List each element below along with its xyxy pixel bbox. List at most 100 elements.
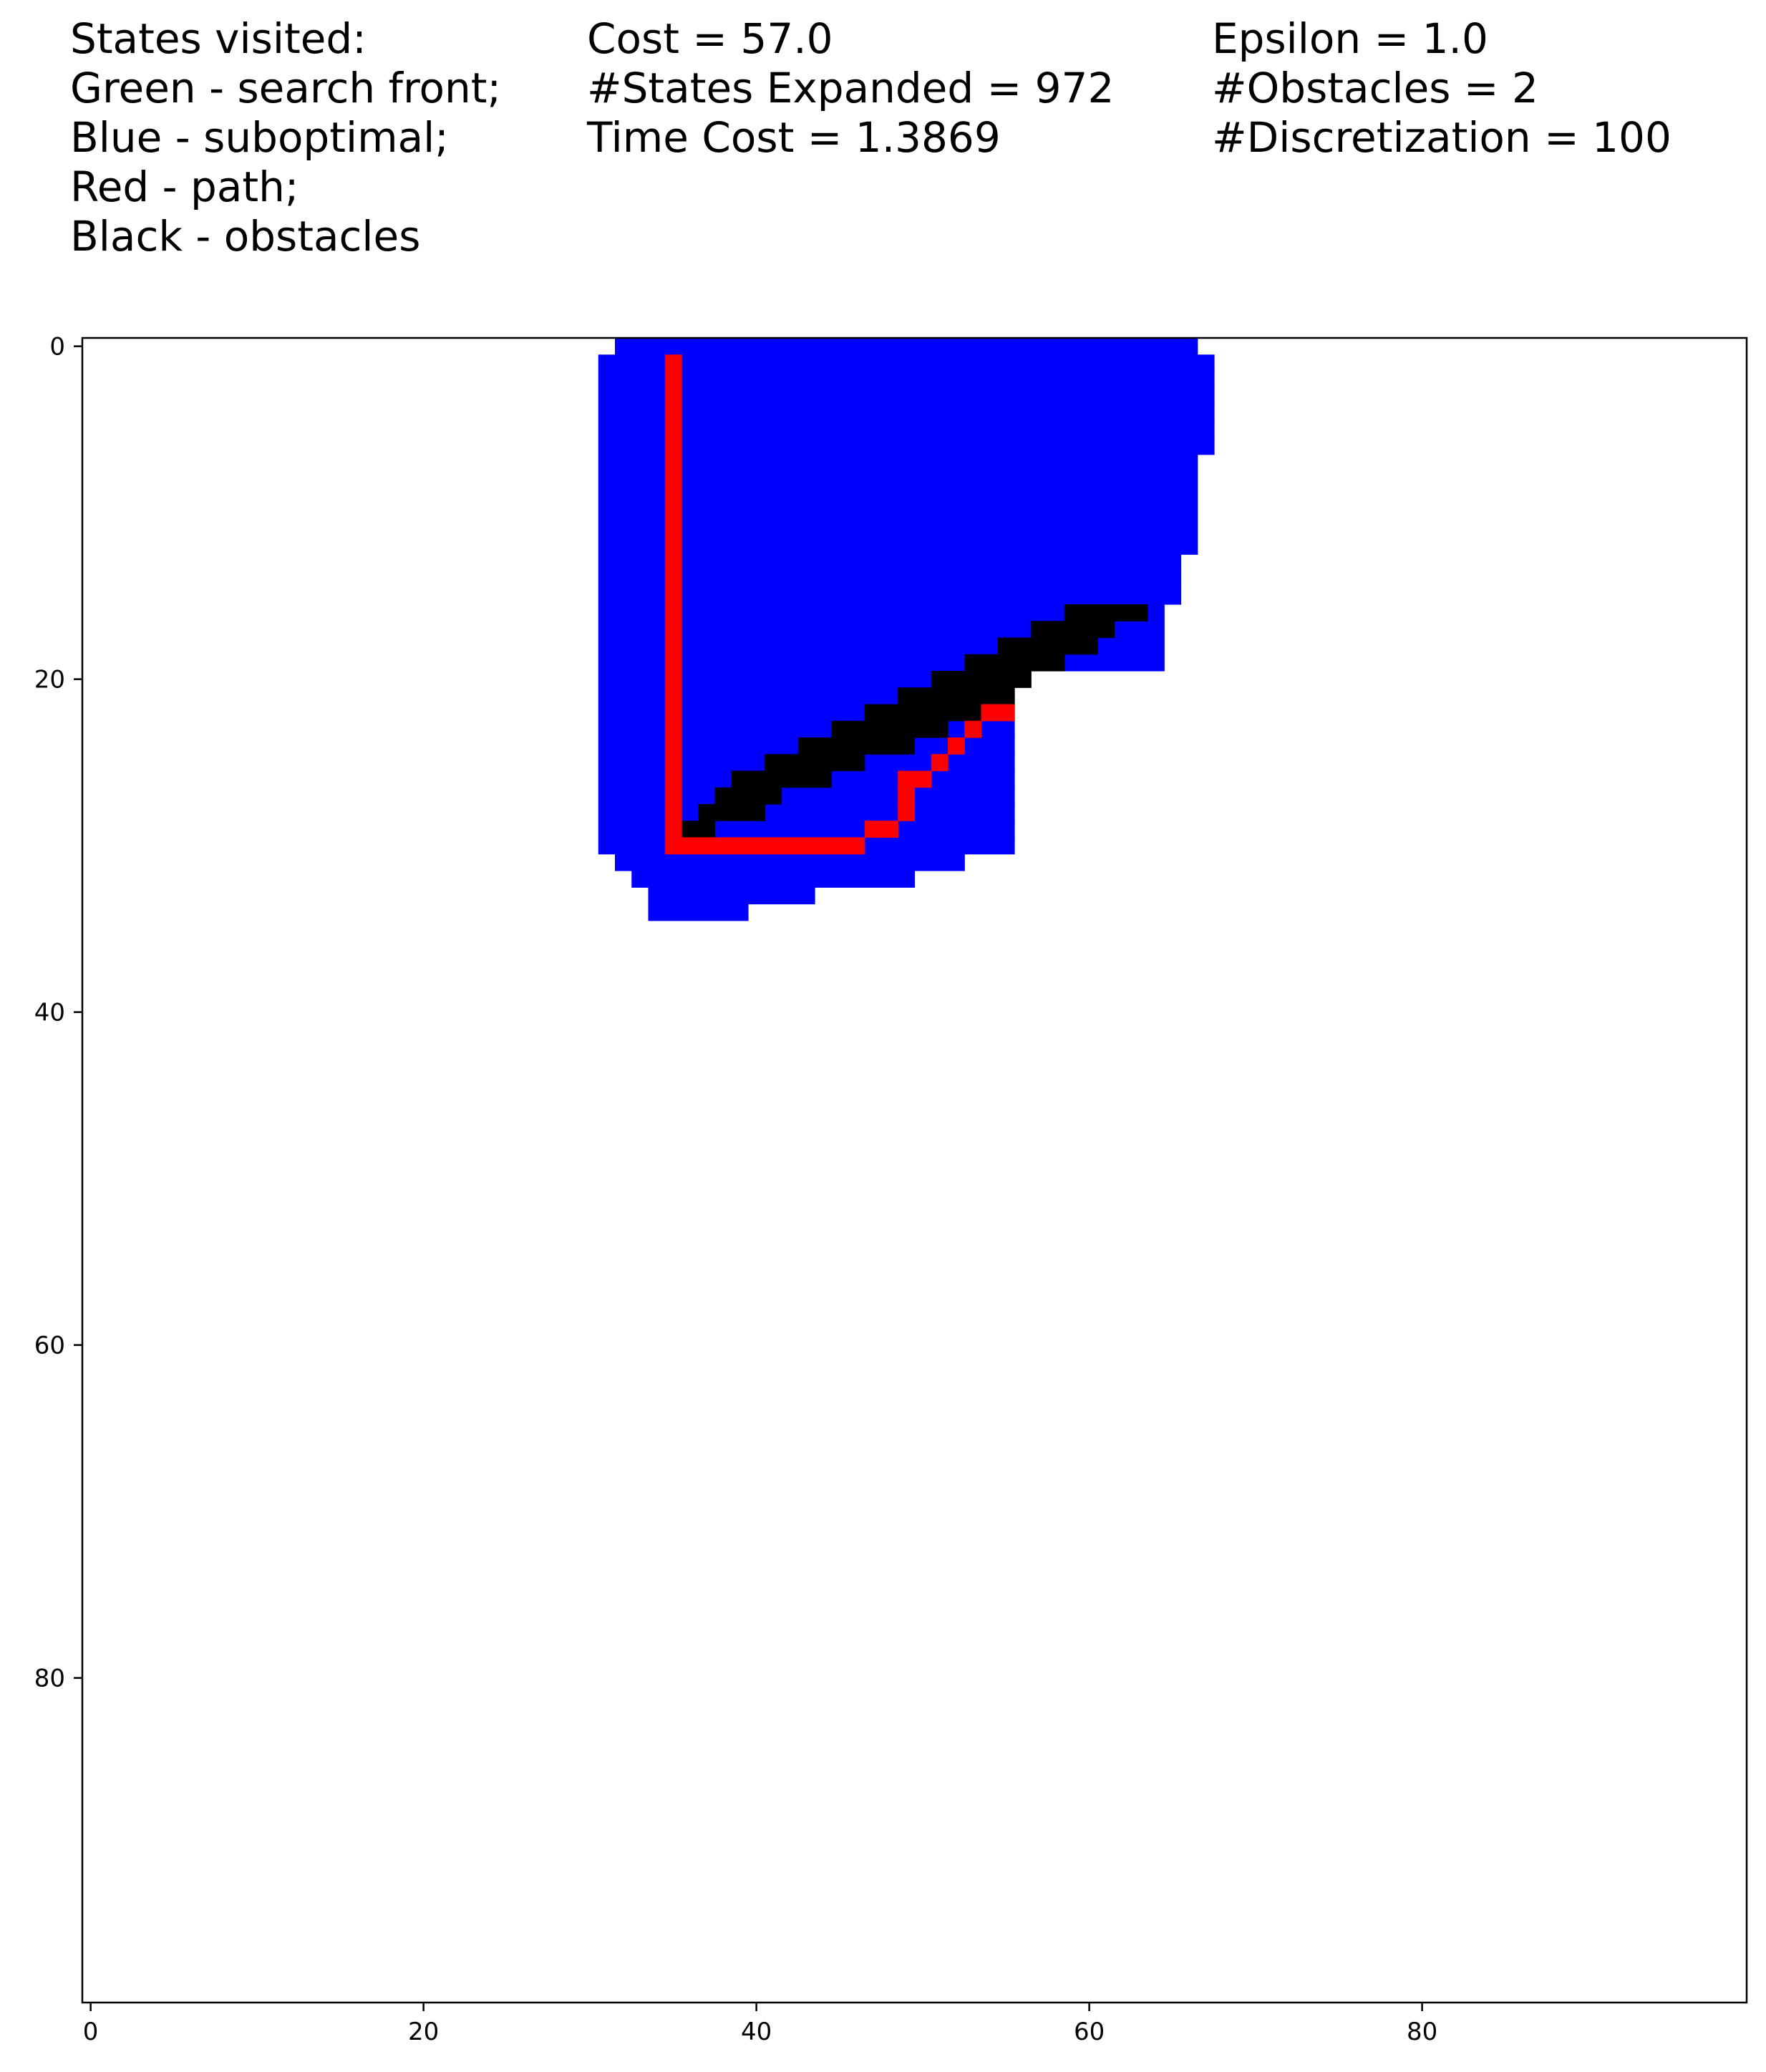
- path-cell-47: [931, 754, 949, 772]
- path-cell-2: [664, 387, 682, 405]
- suboptimal-row-19: [598, 654, 1165, 672]
- path-cell-18: [664, 654, 682, 672]
- path-cell-43: [898, 804, 916, 821]
- suboptimal-row-12: [598, 538, 1198, 555]
- y-tick-label-0: 0: [49, 333, 65, 362]
- suboptimal-row-31: [615, 853, 965, 871]
- path-cell-15: [664, 604, 682, 621]
- path-cell-39: [831, 837, 849, 855]
- path-cell-23: [664, 737, 682, 755]
- suboptimal-row-13: [598, 554, 1182, 572]
- obstacle-row-26: [731, 770, 832, 788]
- legend-line-green: Green - search front;: [70, 64, 502, 112]
- obstacle-row-17: [1031, 621, 1115, 639]
- path-cell-49: [964, 720, 982, 738]
- path-cell-51: [997, 704, 1015, 722]
- path-cell-50: [981, 704, 999, 722]
- path-cell-13: [664, 571, 682, 589]
- params-text: Epsilon = 1.0 #Obstacles = 2 #Discretiza…: [1212, 14, 1672, 163]
- x-tick-label-60: 60: [1074, 2018, 1105, 2046]
- obstacle-cells: [681, 604, 1148, 838]
- y-tick-label-60: 60: [34, 1332, 65, 1360]
- path-cell-34: [748, 837, 765, 855]
- path-cell-31: [698, 837, 716, 855]
- x-tick-label-80: 80: [1407, 2018, 1437, 2046]
- suboptimal-row-9: [598, 488, 1198, 505]
- discretization-text: #Discretization = 100: [1212, 113, 1672, 162]
- suboptimal-row-28: [598, 804, 1015, 821]
- path-cell-3: [664, 405, 682, 422]
- x-tick-label-0: 0: [83, 2018, 99, 2046]
- suboptimal-row-0: [615, 338, 1198, 355]
- path-cell-37: [797, 837, 815, 855]
- suboptimal-row-4: [598, 405, 1215, 422]
- suboptimal-row-10: [598, 504, 1198, 522]
- path-cell-24: [664, 754, 682, 772]
- suboptimal-row-20: [598, 671, 1015, 688]
- path-cell-26: [664, 787, 682, 805]
- path-cell-8: [664, 488, 682, 505]
- obstacle-row-22: [864, 704, 982, 722]
- suboptimal-row-29: [598, 820, 1015, 838]
- path-cell-5: [664, 437, 682, 455]
- epsilon-text: Epsilon = 1.0: [1212, 14, 1488, 63]
- states-expanded-text: #States Expanded = 972: [587, 64, 1115, 112]
- path-cell-9: [664, 504, 682, 522]
- obstacle-row-29: [681, 820, 716, 838]
- path-cell-30: [681, 837, 699, 855]
- path-cell-29: [664, 837, 682, 855]
- suboptimal-row-34: [648, 904, 749, 921]
- path-cell-46: [914, 770, 932, 788]
- stats-text: Cost = 57.0 #States Expanded = 972 Time …: [587, 14, 1114, 163]
- path-cell-17: [664, 637, 682, 655]
- suboptimal-row-11: [598, 521, 1198, 538]
- legend-text: States visited: Green - search front; Bl…: [70, 14, 501, 261]
- suboptimal-row-17: [598, 621, 1165, 639]
- x-tick-label-20: 20: [408, 2018, 439, 2046]
- obstacle-row-27: [714, 787, 782, 805]
- path-cell-14: [664, 587, 682, 605]
- axes-frame: [81, 337, 1748, 2004]
- path-cell-16: [664, 621, 682, 639]
- path-cell-20: [664, 687, 682, 705]
- suboptimal-row-8: [598, 471, 1198, 488]
- legend-line-black: Black - obstacles: [70, 212, 421, 261]
- path-cell-32: [714, 837, 732, 855]
- obstacle-row-20: [931, 671, 1032, 688]
- path-cell-35: [765, 837, 782, 855]
- suboptimal-row-5: [598, 421, 1215, 439]
- suboptimal-row-33: [648, 887, 815, 905]
- path-cell-36: [781, 837, 799, 855]
- obstacles-count-text: #Obstacles = 2: [1212, 64, 1538, 112]
- cost-text: Cost = 57.0: [587, 14, 833, 63]
- obstacle-row-23: [831, 720, 949, 738]
- path-cell-12: [664, 554, 682, 572]
- obstacle-row-21: [898, 687, 1015, 705]
- obstacle-row-19: [964, 654, 1065, 672]
- path-cell-45: [898, 770, 916, 788]
- path-cell-41: [864, 820, 882, 838]
- path-cell-21: [664, 704, 682, 722]
- path-cell-27: [664, 804, 682, 821]
- path-cell-28: [664, 820, 682, 838]
- legend-line-title: States visited:: [70, 14, 367, 63]
- path-cell-40: [848, 837, 865, 855]
- path-cell-22: [664, 720, 682, 738]
- y-tick-label-80: 80: [34, 1665, 65, 1693]
- time-cost-text: Time Cost = 1.3869: [587, 113, 1001, 162]
- suboptimal-row-16: [598, 604, 1165, 621]
- suboptimal-row-6: [598, 437, 1215, 455]
- path-cell-44: [898, 787, 916, 805]
- path-cells: [664, 354, 1015, 855]
- x-axis-ticks: 0 20 40 60 80: [83, 2003, 1437, 2046]
- suboptimal-row-2: [598, 371, 1215, 389]
- path-cell-1: [664, 371, 682, 389]
- suboptimal-row-23: [598, 720, 1015, 738]
- y-tick-label-20: 20: [34, 666, 65, 694]
- suboptimal-row-14: [598, 571, 1182, 589]
- path-cell-11: [664, 538, 682, 555]
- path-cell-42: [881, 820, 898, 838]
- suboptimal-row-7: [598, 454, 1198, 472]
- path-cell-38: [815, 837, 832, 855]
- legend-line-blue: Blue - suboptimal;: [70, 113, 449, 162]
